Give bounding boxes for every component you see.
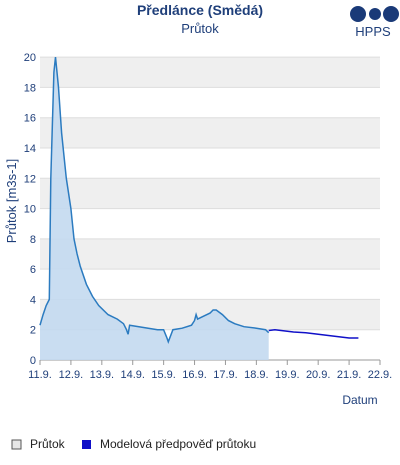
x-tick-label: 19.9. <box>275 369 299 381</box>
y-tick-label: 12 <box>24 173 36 185</box>
y-tick-label: 8 <box>30 234 36 246</box>
legend-label: Modelová předpověď průtoku <box>100 437 256 451</box>
logo: HPPS <box>350 6 399 39</box>
y-tick-label: 0 <box>30 355 36 367</box>
y-tick-label: 20 <box>24 52 36 64</box>
chart-subtitle: Průtok <box>181 21 219 36</box>
area <box>40 57 269 360</box>
y-tick-label: 18 <box>24 82 36 94</box>
x-tick-label: 17.9. <box>213 369 237 381</box>
grid-band <box>40 178 380 209</box>
x-tick-label: 21.9. <box>337 369 361 381</box>
x-tick-label: 16.9. <box>182 369 206 381</box>
x-tick-label: 18.9. <box>244 369 268 381</box>
grid-band <box>40 238 380 270</box>
y-tick-label: 14 <box>24 143 36 155</box>
grid-band <box>40 117 380 148</box>
plot: 0 2 4 6 8 10 12 14 16 18 20 11.9. 12.9. 13.9. 14.9. 15.… <box>24 52 392 381</box>
line <box>39 57 270 344</box>
y-tick-label: 10 <box>24 204 36 216</box>
x-tick-label: 12.9. <box>59 369 83 381</box>
y-tick-label: 4 <box>30 294 36 306</box>
logo-text: HPPS <box>355 24 391 39</box>
y-tick-label: 16 <box>24 113 36 125</box>
x-axis-label: Datum <box>342 393 377 407</box>
legend-swatch <box>82 440 91 449</box>
y-tick-label: 6 <box>30 264 36 276</box>
x-tick-label: 15.9. <box>151 369 175 381</box>
legend-label: Průtok <box>30 437 66 451</box>
chart-title: Předlánce (Smědá) <box>137 2 263 18</box>
x-tick-label: 13.9. <box>90 369 114 381</box>
legend-swatch <box>11 439 22 450</box>
x-tick-label: 14.9. <box>120 369 144 381</box>
y-tick-label: 2 <box>30 325 36 337</box>
x-tick-label: 11.9. <box>28 369 52 381</box>
x-tick-label: 22.9. <box>368 369 392 381</box>
y-axis-label: Průtok [m3s-1] <box>4 159 19 244</box>
x-tick-label: 20.9. <box>306 369 330 381</box>
line <box>268 328 359 339</box>
grid-band <box>40 57 380 88</box>
